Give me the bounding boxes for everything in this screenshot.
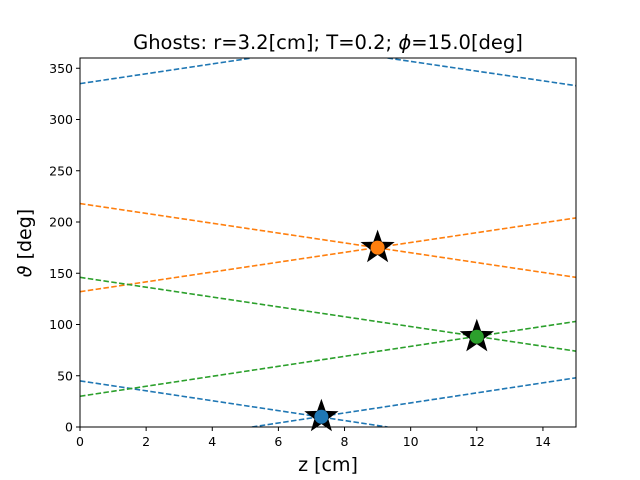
x-tick-label-12: 12 — [469, 434, 485, 449]
series-line-4 — [387, 58, 576, 87]
x-axis-label: z [cm] — [298, 454, 358, 476]
series-lines — [80, 58, 576, 427]
series-line-8 — [80, 320, 576, 398]
y-tick-label-200: 200 — [49, 215, 73, 230]
point-marker-3 — [469, 329, 484, 344]
x-tick-label-4: 4 — [208, 434, 216, 449]
point-marker-1 — [314, 409, 329, 424]
chart-title: Ghosts: r=3.2[cm]; T=0.2; ϕ=15.0[deg] — [133, 31, 523, 54]
y-tick-label-100: 100 — [49, 317, 73, 332]
series-line-5 — [80, 202, 576, 279]
y-tick-label-350: 350 — [49, 61, 73, 76]
series-line-6 — [80, 217, 576, 293]
x-tick-label-10: 10 — [403, 434, 419, 449]
x-tick-label-2: 2 — [142, 434, 150, 449]
y-tick-label-250: 250 — [49, 163, 73, 178]
series-line-2 — [251, 377, 576, 427]
axes-frame — [79, 57, 577, 428]
point-marker-2 — [370, 240, 385, 255]
y-tick-label-300: 300 — [49, 112, 73, 127]
y-tick-label-0: 0 — [65, 420, 73, 435]
series-line-3 — [80, 58, 253, 85]
y-axis-label: ϑ [deg] — [14, 209, 36, 277]
series-line-7 — [80, 276, 576, 352]
x-tick-label-8: 8 — [341, 434, 349, 449]
x-tick-label-14: 14 — [535, 434, 551, 449]
y-tick-label-150: 150 — [49, 266, 73, 281]
x-tick-label-0: 0 — [76, 434, 84, 449]
y-tick-label-50: 50 — [57, 368, 73, 383]
plot-area: 0 2 4 6 8 10 12 14 0 50 100 150 200 250 300 350 — [49, 57, 577, 449]
x-tick-label-6: 6 — [274, 434, 282, 449]
